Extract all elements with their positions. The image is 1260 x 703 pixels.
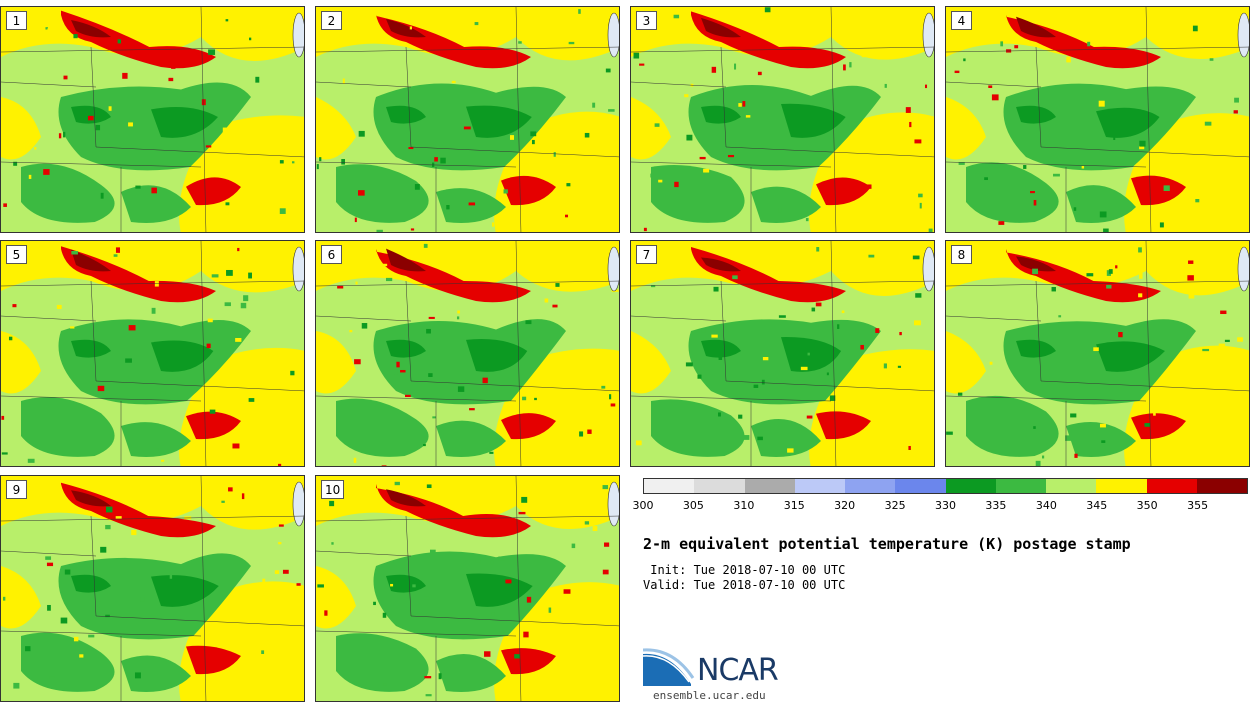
colorbar-tick-label: 310 — [733, 499, 755, 512]
colorbar-segment — [1196, 479, 1247, 493]
map-panel-2: 2 — [315, 6, 620, 233]
colorbar — [643, 478, 1248, 494]
map-panel-9: 9 — [0, 475, 305, 702]
map-field — [631, 241, 934, 466]
colorbar-segment — [845, 479, 896, 493]
member-label: 1 — [6, 11, 27, 30]
colorbar-segment — [1096, 479, 1147, 493]
colorbar-segment — [794, 479, 845, 493]
colorbar-tick-label: 325 — [884, 499, 906, 512]
colorbar-tick-label: 340 — [1035, 499, 1057, 512]
chart-title: 2-m equivalent potential temperature (K)… — [643, 535, 1131, 553]
map-field — [316, 7, 619, 232]
map-field — [1, 7, 304, 232]
colorbar-tick-label: 305 — [682, 499, 704, 512]
member-label: 3 — [636, 11, 657, 30]
colorbar-tick-label: 335 — [985, 499, 1007, 512]
colorbar-segment — [694, 479, 745, 493]
colorbar-tick-label: 355 — [1187, 499, 1209, 512]
colorbar-segment — [945, 479, 996, 493]
colorbar-segment — [1146, 479, 1197, 493]
colorbar-segment — [644, 479, 695, 493]
map-field — [631, 7, 934, 232]
colorbar-segment — [744, 479, 795, 493]
valid-time: Valid: Tue 2018-07-10 00 UTC — [643, 578, 846, 592]
member-label: 4 — [951, 11, 972, 30]
map-field — [946, 7, 1249, 232]
member-label: 9 — [6, 480, 27, 499]
map-panel-8: 8 — [945, 240, 1250, 467]
map-panel-4: 4 — [945, 6, 1250, 233]
member-label: 2 — [321, 11, 342, 30]
colorbar-tick-label: 315 — [783, 499, 805, 512]
member-label: 5 — [6, 245, 27, 264]
colorbar-segment — [995, 479, 1046, 493]
map-panel-1: 1 — [0, 6, 305, 233]
map-panel-6: 6 — [315, 240, 620, 467]
logo-wordmark: NCAR — [697, 653, 779, 688]
colorbar-tick-label: 350 — [1136, 499, 1158, 512]
colorbar-tick-label: 345 — [1086, 499, 1108, 512]
map-field — [316, 476, 619, 701]
colorbar-tick-label: 300 — [632, 499, 654, 512]
map-field — [946, 241, 1249, 466]
map-field — [1, 476, 304, 701]
init-time: Init: Tue 2018-07-10 00 UTC — [643, 563, 846, 577]
map-panel-3: 3 — [630, 6, 935, 233]
colorbar-segment — [1046, 479, 1097, 493]
map-panel-10: 10 — [315, 475, 620, 702]
map-field — [1, 241, 304, 466]
member-label: 8 — [951, 245, 972, 264]
colorbar-tick-label: 330 — [935, 499, 956, 512]
member-label: 6 — [321, 245, 342, 264]
member-label: 10 — [321, 480, 345, 499]
map-panel-7: 7 — [630, 240, 935, 467]
map-panel-5: 5 — [0, 240, 305, 467]
colorbar-segment — [895, 479, 946, 493]
logo-url: ensemble.ucar.edu — [653, 689, 766, 702]
member-label: 7 — [636, 245, 657, 264]
ncar-logo-icon — [643, 648, 695, 686]
map-field — [316, 241, 619, 466]
colorbar-tick-label: 320 — [834, 499, 856, 512]
